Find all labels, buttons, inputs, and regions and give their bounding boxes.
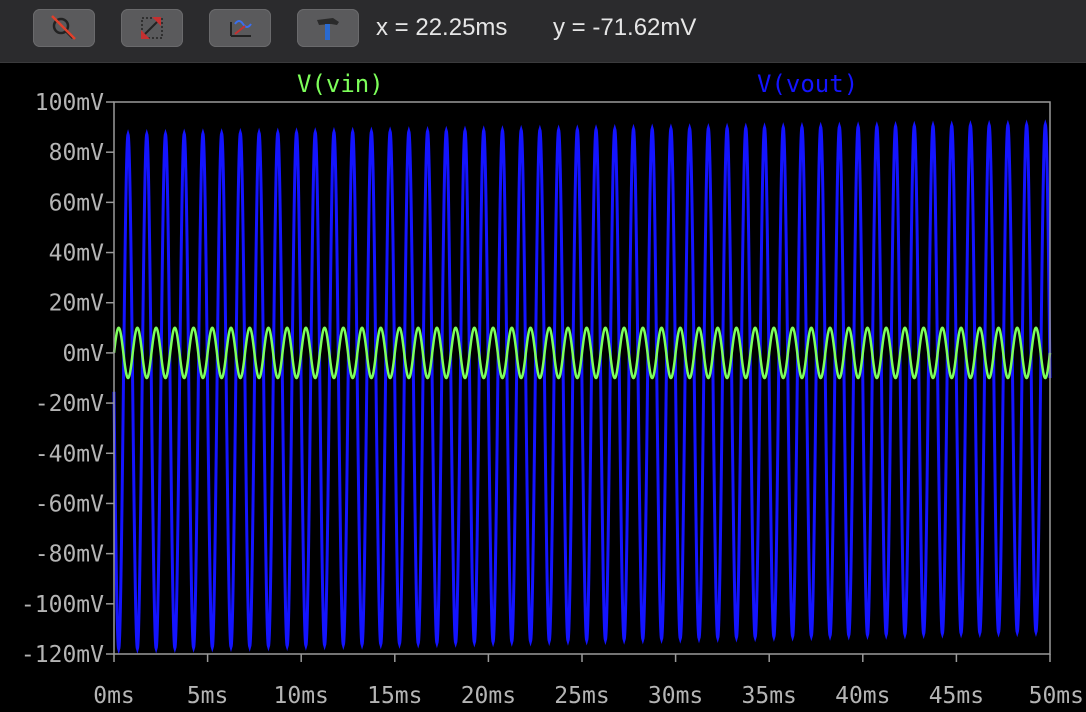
- zoom-cancel-icon: [51, 15, 76, 40]
- x-tick-label: 25ms: [554, 683, 609, 709]
- y-tick-label: 100mV: [35, 90, 104, 116]
- x-tick-label: 0ms: [93, 683, 135, 709]
- y-tick-label: 40mV: [49, 241, 105, 267]
- autorange-button[interactable]: [33, 9, 95, 47]
- x-axis: 0ms 5ms 10ms 15ms 20ms 25ms 30ms 35ms 40ms 45ms 50…: [93, 654, 1084, 709]
- x-tick-label: 10ms: [274, 683, 329, 709]
- traces: [112, 119, 1052, 655]
- x-tick-label: 40ms: [835, 683, 890, 709]
- x-tick-label: 20ms: [461, 683, 516, 709]
- trace-label-vin[interactable]: V(vin): [297, 70, 384, 98]
- settings-button[interactable]: [297, 9, 359, 47]
- x-tick-label: 30ms: [648, 683, 703, 709]
- y-tick-label: 60mV: [49, 190, 105, 216]
- y-tick-label: -60mV: [35, 491, 104, 517]
- x-tick-label: 5ms: [187, 683, 229, 709]
- x-tick-label: 15ms: [367, 683, 422, 709]
- x-tick-label: 45ms: [929, 683, 984, 709]
- pan-button[interactable]: [209, 9, 271, 47]
- y-tick-label: -80mV: [35, 542, 104, 568]
- y-tick-label: 0mV: [62, 341, 104, 367]
- x-tick-label: 50ms: [1029, 683, 1084, 709]
- cursor-x-readout: x = 22.25ms: [376, 14, 508, 41]
- y-tick-label: -20mV: [35, 391, 104, 417]
- zoom-extents-icon: [141, 17, 163, 39]
- trace-label-vout[interactable]: V(vout): [757, 70, 859, 98]
- waveform-pan-icon: [230, 20, 252, 37]
- cursor-y-readout: y = -71.62mV: [553, 14, 697, 41]
- y-axis: 100mV 80mV 60mV 40mV 20mV 0mV -20mV -40mV -60mV -…: [21, 90, 114, 668]
- y-tick-label: -40mV: [35, 441, 104, 467]
- y-tick-label: -120mV: [21, 642, 104, 668]
- toolbar: x = 22.25ms y = -71.62mV: [0, 0, 1086, 63]
- zoom-to-fit-button[interactable]: [121, 9, 183, 47]
- series-line-vin: [112, 326, 1052, 380]
- y-tick-label: 80mV: [49, 140, 105, 166]
- hammer-icon: [317, 18, 339, 40]
- y-tick-label: -100mV: [21, 592, 104, 618]
- x-tick-label: 35ms: [742, 683, 797, 709]
- series-line-vout: [112, 119, 1052, 655]
- y-tick-label: 20mV: [49, 291, 105, 317]
